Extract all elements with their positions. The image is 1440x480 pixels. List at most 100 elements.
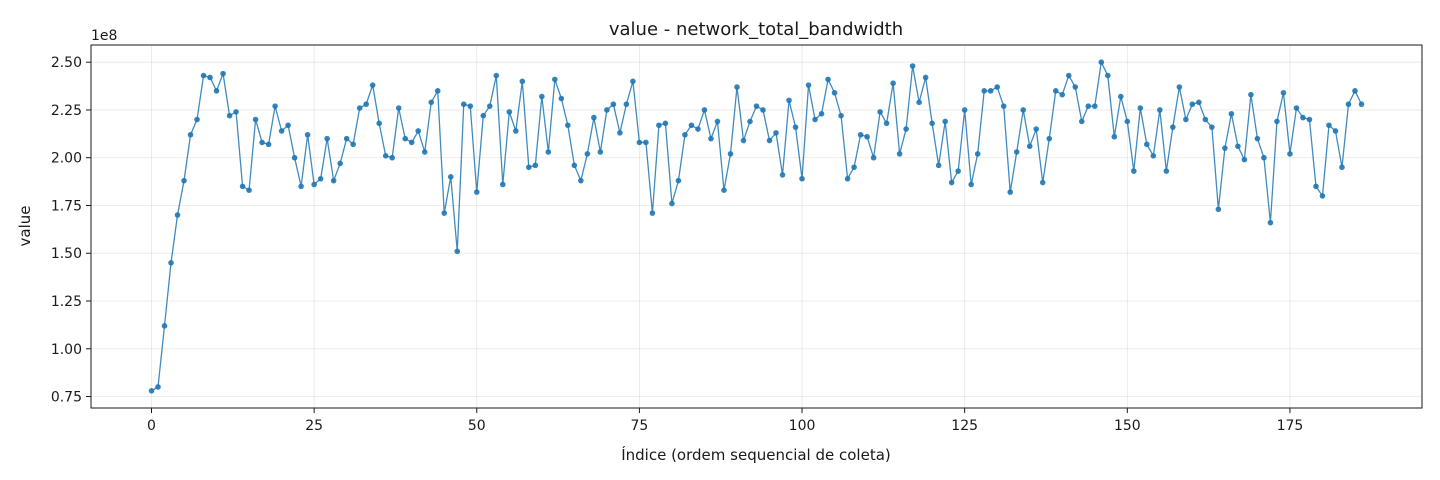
data-point bbox=[259, 139, 265, 146]
data-point bbox=[408, 139, 415, 146]
data-point bbox=[350, 141, 356, 148]
data-point bbox=[669, 200, 675, 207]
data-point bbox=[1280, 89, 1287, 96]
data-point bbox=[1098, 59, 1105, 65]
y-tick-label: 2.25 bbox=[51, 103, 82, 119]
data-point bbox=[987, 88, 994, 94]
data-point bbox=[968, 181, 974, 188]
x-tick-label: 175 bbox=[1277, 418, 1304, 434]
data-point bbox=[1183, 116, 1189, 123]
y-axis-ticks: 0.75 1.00 1.25 1.50 1.75 2.00 2.25 2.50 bbox=[51, 55, 91, 406]
data-point bbox=[278, 128, 285, 134]
x-tick-label: 125 bbox=[951, 418, 978, 434]
data-point bbox=[1287, 151, 1293, 157]
data-point bbox=[688, 122, 695, 129]
data-point bbox=[545, 149, 552, 155]
data-point bbox=[343, 135, 350, 142]
data-point bbox=[643, 139, 649, 146]
data-point bbox=[304, 131, 311, 138]
data-point bbox=[1078, 118, 1085, 125]
data-point bbox=[473, 189, 480, 195]
y-tick-label: 1.00 bbox=[51, 342, 82, 358]
data-point bbox=[714, 118, 721, 125]
data-point bbox=[1052, 88, 1059, 94]
data-point bbox=[1131, 168, 1137, 174]
data-point bbox=[148, 388, 155, 394]
y-tick-label: 1.50 bbox=[51, 246, 82, 262]
data-point bbox=[1319, 193, 1326, 199]
data-point bbox=[929, 120, 935, 127]
data-point bbox=[1306, 116, 1313, 123]
x-tick-label: 0 bbox=[147, 418, 156, 434]
data-point bbox=[1000, 103, 1007, 109]
x-tick-label: 150 bbox=[1114, 418, 1141, 434]
data-point bbox=[1313, 183, 1319, 190]
data-point bbox=[727, 151, 734, 157]
data-point bbox=[1196, 99, 1202, 106]
data-point bbox=[1007, 189, 1014, 195]
y-axis-label: value bbox=[16, 206, 34, 247]
data-point bbox=[591, 114, 597, 121]
x-tick-label: 50 bbox=[468, 418, 486, 434]
data-point bbox=[519, 78, 526, 85]
data-point bbox=[1111, 133, 1118, 140]
data-point bbox=[773, 130, 779, 136]
data-point bbox=[337, 160, 343, 167]
data-point bbox=[565, 122, 571, 129]
data-point bbox=[539, 93, 545, 100]
data-point bbox=[584, 151, 591, 157]
data-point bbox=[395, 105, 402, 111]
data-point bbox=[1020, 107, 1027, 113]
data-point bbox=[1170, 124, 1176, 130]
data-point bbox=[382, 153, 389, 159]
x-axis-label: Índice (ordem sequencial de coleta) bbox=[621, 445, 891, 464]
data-point bbox=[460, 101, 467, 108]
data-point bbox=[291, 154, 298, 161]
data-point bbox=[1228, 110, 1235, 117]
data-point bbox=[526, 164, 532, 171]
data-point bbox=[935, 162, 942, 169]
y-tick-label: 1.25 bbox=[51, 294, 82, 310]
data-point bbox=[447, 174, 454, 180]
data-point bbox=[883, 120, 890, 127]
data-point bbox=[330, 177, 337, 184]
data-point bbox=[161, 323, 168, 329]
data-point bbox=[571, 162, 578, 169]
data-point bbox=[239, 183, 246, 190]
data-point bbox=[792, 124, 799, 130]
data-point bbox=[499, 181, 506, 188]
data-point bbox=[695, 126, 701, 132]
data-point bbox=[1345, 101, 1352, 108]
data-point bbox=[493, 72, 500, 79]
x-tick-label: 75 bbox=[630, 418, 648, 434]
data-point bbox=[356, 105, 363, 111]
data-point bbox=[1248, 91, 1254, 98]
data-point bbox=[155, 384, 161, 390]
x-tick-label: 25 bbox=[305, 418, 323, 434]
plot-frame bbox=[90, 44, 1423, 409]
data-point bbox=[415, 128, 422, 134]
data-point bbox=[682, 131, 688, 138]
data-point bbox=[617, 130, 623, 136]
data-point bbox=[1085, 103, 1092, 109]
data-point bbox=[961, 107, 968, 113]
data-point bbox=[1215, 206, 1222, 213]
data-point bbox=[513, 128, 519, 134]
data-point bbox=[1241, 156, 1248, 163]
data-point bbox=[604, 107, 610, 113]
data-point bbox=[825, 76, 831, 83]
data-point bbox=[870, 154, 877, 161]
data-point bbox=[994, 84, 1000, 90]
data-point bbox=[981, 88, 987, 94]
data-point bbox=[1013, 149, 1020, 155]
x-axis-ticks: 0 25 50 75 100 125 150 175 bbox=[147, 408, 1303, 434]
data-point bbox=[708, 135, 714, 142]
data-point bbox=[376, 120, 382, 127]
data-point bbox=[1254, 135, 1261, 142]
data-point bbox=[317, 175, 324, 182]
data-point bbox=[486, 103, 493, 109]
data-point bbox=[649, 210, 656, 216]
data-point bbox=[226, 112, 233, 119]
data-point bbox=[805, 82, 812, 88]
grid-lines bbox=[91, 45, 1422, 408]
